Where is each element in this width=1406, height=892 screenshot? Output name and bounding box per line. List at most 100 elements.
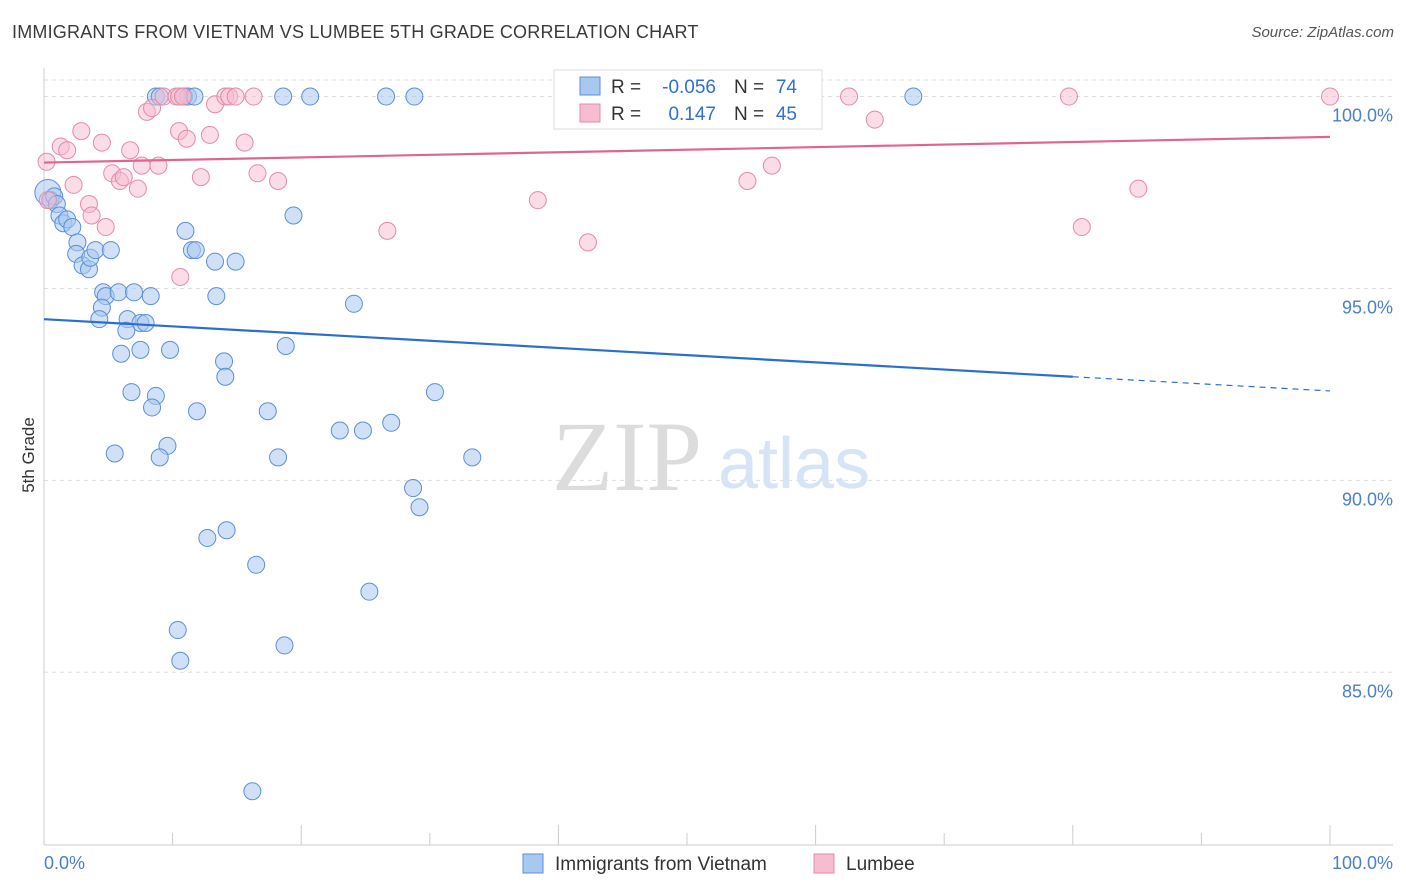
point-vietnam [275,636,294,655]
trend-lumbee [43,135,1331,164]
point-vietnam [404,479,423,498]
point-lumbee [1321,87,1339,106]
point-vietnam [330,421,349,440]
point-lumbee [840,87,859,106]
point-lumbee [171,267,190,286]
point-lumbee [235,133,254,152]
legend-vietnam-swatch [522,853,544,874]
point-vietnam [86,241,105,260]
point-lumbee [762,156,781,175]
point-lumbee [865,110,884,129]
point-vietnam [176,221,195,240]
point-vietnam [353,421,372,440]
legend-lumbee-swatch [813,853,835,874]
point-vietnam [247,555,266,574]
point-lumbee [1059,87,1078,106]
point-lumbee [58,141,77,160]
watermark-zip: ZIP [552,401,702,512]
point-vietnam [207,287,226,306]
point-vietnam [63,218,82,237]
point-vietnam [425,383,444,402]
point-lumbee [226,87,245,106]
point-vietnam [198,528,217,547]
point-vietnam [171,651,190,670]
point-vietnam [150,448,169,467]
point-lumbee [378,221,397,240]
point-vietnam [410,498,429,517]
point-vietnam [90,310,109,329]
y-tick-label: 90.0% [1342,489,1393,509]
stats-box: R = -0.056 N = 74 R = 0.147 N = 45 [553,69,823,130]
watermark: ZIP atlas [552,401,870,512]
point-lumbee [121,141,140,160]
trend-vietnam-extension [1072,376,1331,392]
point-vietnam [274,87,293,106]
point-lumbee [248,164,267,183]
x-tick-label-min: 0.0% [44,853,85,873]
point-lumbee [96,218,115,237]
y-axis-title: 5th Grade [19,417,38,493]
point-vietnam [377,87,396,106]
point-lumbee [244,87,263,106]
stats-blue-r-label: R = [611,77,641,98]
point-vietnam [463,448,482,467]
trend-vietnam [43,318,1073,378]
stats-blue-n-label: N = [734,77,764,98]
point-vietnam [125,283,144,302]
point-vietnam [269,448,288,467]
point-lumbee [128,179,147,198]
point-lumbee [38,191,57,210]
trend-lines [43,135,1331,392]
point-lumbee [578,233,597,252]
point-vietnam [161,340,180,359]
point-lumbee [1072,218,1091,237]
point-vietnam [117,321,136,340]
chart-source: Source: ZipAtlas.com [1251,24,1394,41]
chart-title: IMMIGRANTS FROM VIETNAM VS LUMBEE 5TH GR… [12,22,699,42]
x-tick-label-max: 100.0% [1332,853,1393,873]
point-vietnam [276,337,295,356]
stats-blue-swatch [579,76,601,96]
point-vietnam [143,398,162,417]
legend-vietnam-label: Immigrants from Vietnam [555,854,767,875]
gridlines [44,79,1393,673]
point-lumbee [738,171,757,190]
point-lumbee [1129,179,1148,198]
series-lumbee-points [37,87,1339,286]
legend-lumbee-label: Lumbee [846,854,915,875]
point-lumbee [191,168,210,187]
point-vietnam [206,252,225,271]
point-lumbee [114,168,133,187]
point-vietnam [258,402,277,421]
point-lumbee [528,191,547,210]
watermark-atlas: atlas [718,424,870,504]
point-vietnam [344,294,363,313]
stats-pink-r-label: R = [611,104,641,125]
legend: Immigrants from Vietnam Lumbee [522,853,915,875]
stats-pink-n-value: 45 [776,104,797,125]
point-lumbee [173,87,192,106]
y-tick-label: 95.0% [1342,297,1393,317]
point-vietnam [382,413,401,432]
point-vietnam [136,314,155,332]
point-vietnam [188,402,207,421]
point-lumbee [269,171,288,190]
point-vietnam [301,87,320,106]
point-lumbee [200,125,219,144]
point-vietnam [226,252,245,271]
point-vietnam [904,87,923,106]
point-vietnam [168,621,187,640]
point-vietnam [215,352,234,371]
point-vietnam [131,340,150,359]
point-vietnam [141,287,160,306]
stats-pink-n-label: N = [734,104,764,125]
point-vietnam [216,367,235,386]
stats-pink-swatch [579,103,601,123]
point-lumbee [72,122,91,141]
y-tick-label: 100.0% [1332,106,1393,126]
y-tick-labels: 100.0% 95.0% 90.0% 85.0% [1332,106,1393,702]
point-vietnam [109,283,128,302]
point-lumbee [143,99,162,118]
point-vietnam [186,241,205,260]
